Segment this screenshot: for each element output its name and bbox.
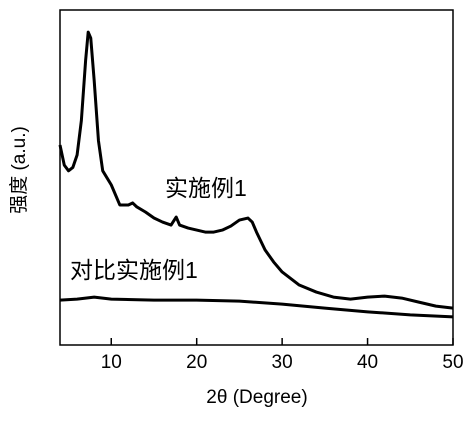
series-line bbox=[58, 30, 454, 310]
x-tick-label: 20 bbox=[186, 352, 207, 373]
x-tick-label: 40 bbox=[357, 352, 378, 373]
plot-frame bbox=[59, 9, 454, 346]
x-tick-label: 50 bbox=[442, 352, 463, 373]
x-axis-label: 2θ (Degree) bbox=[206, 387, 307, 408]
x-tick-label: 30 bbox=[272, 352, 293, 373]
series-annotation: 实施例1 bbox=[165, 175, 247, 201]
y-axis-label: 强度 (a.u.) bbox=[8, 126, 30, 214]
series-annotation: 对比实施例1 bbox=[70, 257, 198, 283]
series-line bbox=[59, 295, 454, 319]
x-tick-label: 10 bbox=[101, 352, 122, 373]
